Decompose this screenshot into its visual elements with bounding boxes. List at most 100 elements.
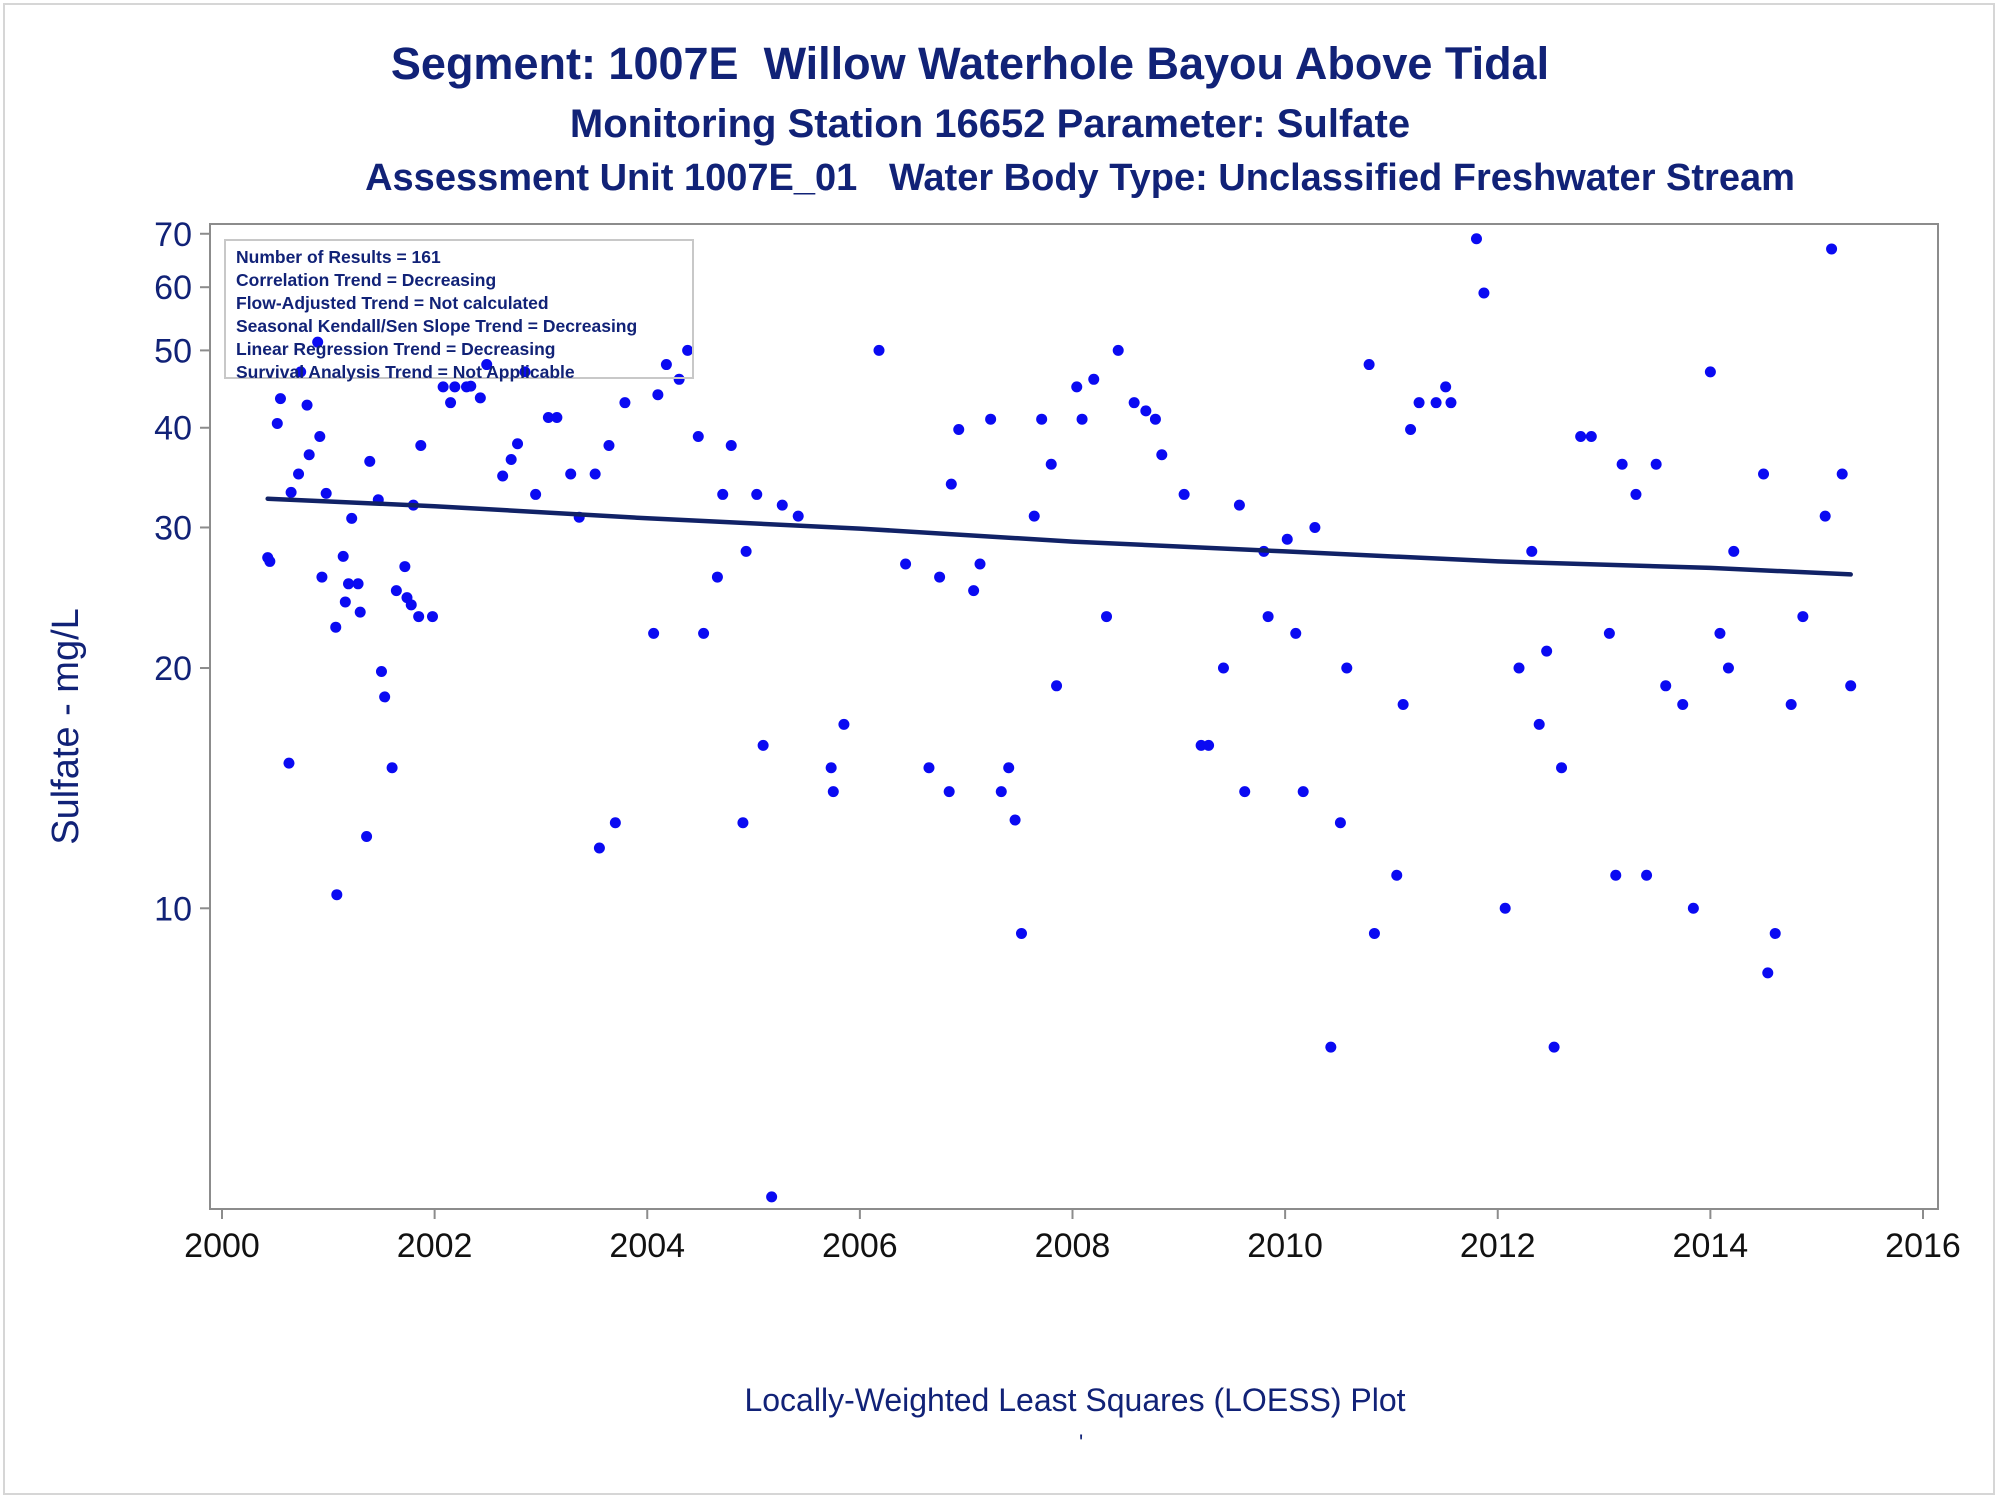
y-tick-label: 20 [154, 650, 192, 688]
stat-number-of-results: Number of Results = 161 [236, 247, 441, 267]
data-point [1112, 344, 1124, 356]
data-point [900, 558, 912, 570]
data-point [1391, 869, 1403, 881]
x-tick-label: 2010 [1247, 1227, 1323, 1265]
data-point [1101, 611, 1113, 623]
data-point [1704, 366, 1716, 378]
footnote-mark: ' [1079, 1430, 1084, 1455]
data-point [449, 381, 461, 393]
y-tick-label: 50 [154, 332, 192, 370]
data-point [364, 455, 376, 467]
data-point [1071, 381, 1083, 393]
data-point [660, 359, 672, 371]
data-point [1088, 373, 1100, 385]
data-point [1397, 699, 1409, 711]
data-point [497, 470, 509, 482]
data-point [923, 762, 935, 774]
x-tick-label: 2014 [1673, 1227, 1749, 1265]
data-point [320, 487, 332, 499]
data-point [619, 397, 631, 409]
chart-subtitle-assessment: Assessment Unit 1007E_01 Water Body Type… [365, 157, 1795, 199]
data-point [1239, 786, 1251, 798]
data-point [283, 757, 295, 769]
stat-seasonal-kendall-trend: Seasonal Kendall/Sen Slope Trend = Decre… [236, 316, 638, 336]
data-point [711, 571, 723, 583]
data-point [1413, 397, 1425, 409]
stat-correlation-trend: Correlation Trend = Decreasing [236, 270, 497, 290]
trend-statistics-box: Number of Results = 161 Correlation Tren… [224, 239, 694, 382]
data-point [1290, 627, 1302, 639]
data-point [1826, 243, 1838, 255]
data-point [1028, 510, 1040, 522]
data-point [1178, 488, 1190, 500]
x-tick-label: 2008 [1035, 1227, 1111, 1265]
data-point [1687, 902, 1699, 914]
data-point [1445, 397, 1457, 409]
stat-flow-adjusted-trend: Flow-Adjusted Trend = Not calculated [236, 293, 549, 313]
data-point [379, 691, 391, 703]
y-tick-label: 60 [154, 269, 192, 307]
data-point [343, 578, 355, 590]
data-point [1728, 545, 1740, 557]
data-point [474, 392, 486, 404]
data-point [1499, 902, 1511, 914]
data-point [330, 621, 342, 633]
data-point [295, 366, 307, 378]
axes-group: 2000 2002 2004 2006 2008 2010 2012 2014 2016 10 20… [45, 216, 1961, 1265]
data-point [1603, 627, 1615, 639]
data-point [352, 578, 364, 590]
data-point [339, 596, 351, 608]
data-point [1758, 468, 1770, 480]
marks-group [262, 233, 1857, 1203]
data-point [1262, 611, 1274, 623]
data-point [603, 440, 615, 452]
data-point [1003, 762, 1015, 774]
data-point [995, 786, 1007, 798]
data-point [1334, 817, 1346, 829]
data-point [274, 393, 286, 405]
data-point [1722, 662, 1734, 674]
data-point [838, 718, 850, 730]
data-point [1677, 699, 1689, 711]
data-point [1616, 458, 1628, 470]
data-point [1036, 413, 1048, 425]
data-point [361, 831, 373, 843]
data-point [312, 336, 324, 348]
data-point [648, 627, 660, 639]
data-point [1575, 431, 1587, 443]
data-point [1309, 521, 1321, 533]
stat-linear-regression-trend: Linear Regression Trend = Decreasing [236, 339, 556, 359]
data-point [1363, 359, 1375, 371]
data-point [1650, 458, 1662, 470]
data-point [1341, 662, 1353, 674]
data-point [953, 423, 965, 435]
data-point [551, 412, 563, 424]
data-point [512, 438, 524, 450]
data-point [725, 440, 737, 452]
data-point [827, 786, 839, 798]
data-point [1819, 510, 1831, 522]
data-point [1140, 405, 1152, 417]
data-point [415, 440, 427, 452]
data-point [1845, 680, 1857, 692]
data-point [301, 399, 313, 411]
x-tick-label: 2002 [397, 1227, 473, 1265]
data-point [465, 380, 477, 392]
data-point [264, 555, 276, 567]
data-point [1785, 699, 1797, 711]
data-point [751, 488, 763, 500]
stat-survival-analysis-trend: Survival Analysis Trend = Not Applicable [236, 362, 575, 382]
data-point [692, 431, 704, 443]
data-point [1405, 423, 1417, 435]
data-point [1015, 927, 1027, 939]
data-point [1585, 431, 1597, 443]
data-point [405, 599, 417, 611]
data-point [968, 585, 980, 597]
data-point [437, 381, 449, 393]
data-point [1797, 611, 1809, 623]
data-point [1769, 927, 1781, 939]
data-point [943, 786, 955, 798]
data-point [1610, 869, 1622, 881]
data-point [1051, 680, 1063, 692]
